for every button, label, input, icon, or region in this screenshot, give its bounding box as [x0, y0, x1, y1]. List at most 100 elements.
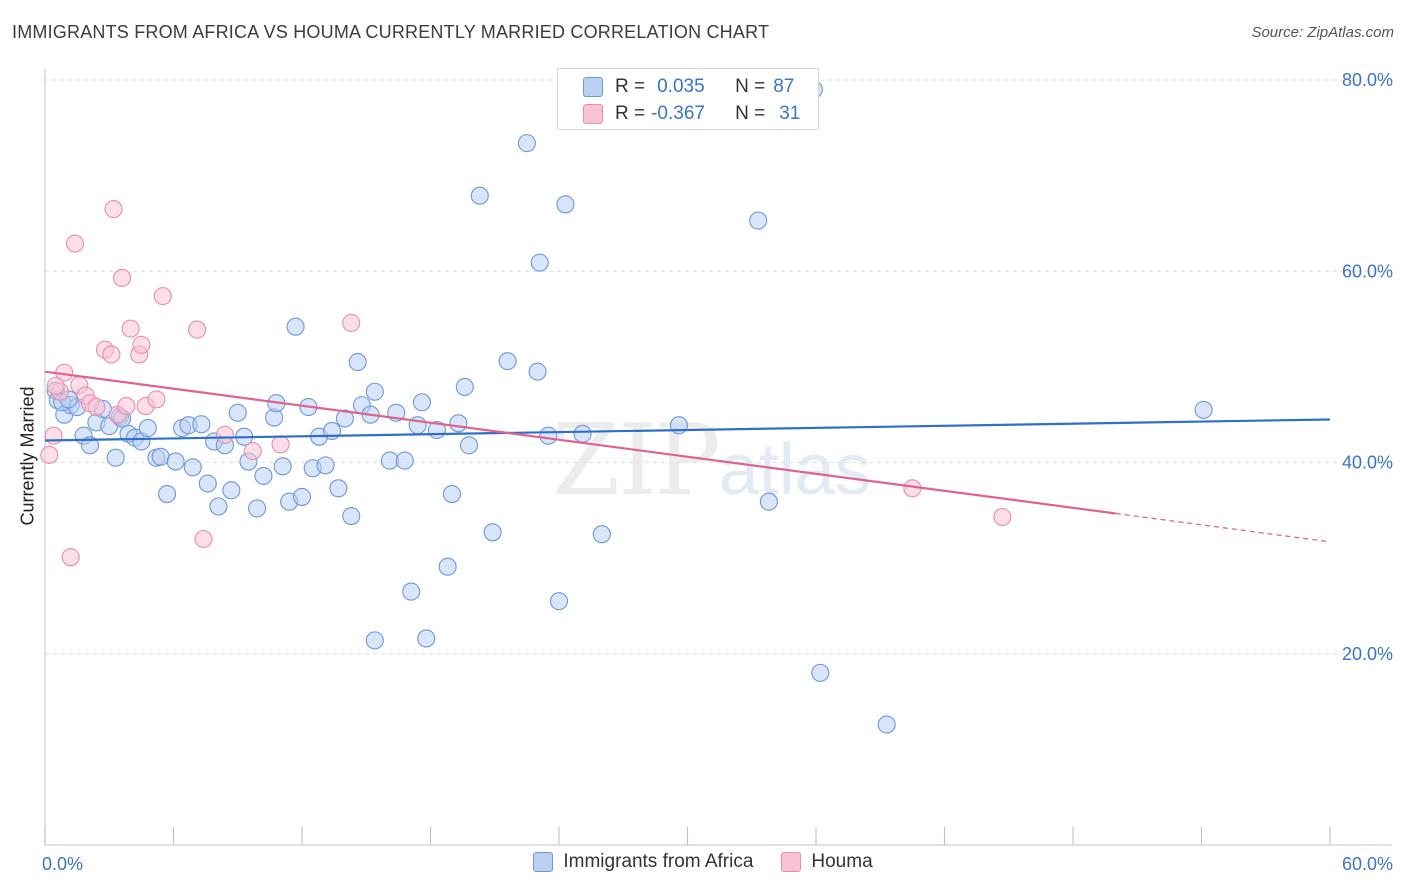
africa-point — [247, 499, 267, 518]
houma-point — [132, 335, 151, 354]
africa-point — [402, 582, 421, 601]
legend-swatch-blue — [583, 77, 603, 97]
y-tick-label: 60.0% — [1342, 261, 1393, 281]
africa-point — [483, 523, 502, 542]
africa-point — [192, 415, 211, 434]
africa-trend-line — [44, 418, 1331, 442]
houma-trend-extension — [1115, 512, 1331, 543]
africa-point — [316, 456, 335, 475]
legend-label-houma: Houma — [811, 851, 873, 872]
africa-point — [1194, 400, 1213, 419]
africa-point — [877, 715, 896, 734]
legend-r-label: R = — [615, 103, 646, 124]
africa-point — [342, 506, 361, 526]
watermark: ZIPatlas — [552, 404, 871, 518]
houma-point — [46, 376, 65, 396]
africa-point — [209, 497, 228, 516]
africa-point — [198, 474, 217, 493]
africa-point — [530, 253, 549, 272]
houma-point — [117, 397, 136, 416]
africa-point — [80, 436, 100, 455]
houma-point — [65, 234, 85, 253]
watermark-zip: ZIP — [552, 404, 721, 518]
x-tick-label: 60.0% — [1342, 854, 1393, 874]
africa-point — [158, 485, 177, 504]
africa-point — [759, 492, 778, 511]
africa-point — [459, 436, 479, 455]
africa-point — [449, 414, 468, 433]
houma-point — [271, 435, 290, 454]
africa-point — [573, 424, 592, 443]
legend-swatch-pink — [781, 852, 802, 872]
grid-lines — [45, 79, 1392, 655]
houma-point — [194, 529, 213, 549]
legend-r-label: R = — [615, 76, 646, 97]
africa-point — [412, 393, 431, 412]
houma-point — [40, 445, 59, 464]
legend-row-africa: R = 0.035 N = 87 — [558, 73, 794, 101]
africa-point — [365, 382, 384, 401]
legend-item-africa: Immigrants from Africa — [533, 851, 753, 873]
houma-point — [153, 287, 172, 306]
houma-point — [243, 441, 262, 461]
africa-point — [335, 409, 354, 428]
africa-point — [556, 195, 575, 214]
houma-trend-line — [44, 370, 1116, 515]
houma-point — [188, 320, 207, 339]
africa-point — [273, 457, 292, 476]
legend-label-africa: Immigrants from Africa — [563, 851, 754, 872]
series-immigrants-from-africa — [46, 80, 1213, 734]
africa-point — [151, 447, 170, 466]
houma-point — [993, 507, 1012, 527]
africa-point — [811, 663, 830, 682]
trend-lines — [44, 370, 1331, 543]
africa-point — [528, 362, 547, 381]
africa-point — [138, 419, 157, 438]
houma-point — [342, 313, 361, 332]
africa-point — [292, 487, 312, 506]
africa-point — [749, 211, 768, 230]
africa-point — [166, 452, 185, 471]
houma-point — [44, 426, 63, 445]
y-tick-label: 80.0% — [1342, 70, 1393, 90]
legend-n-label: N = — [735, 103, 766, 124]
legend-swatch-pink — [583, 104, 603, 124]
legend-n-value: 31 — [779, 103, 801, 124]
africa-point — [592, 525, 611, 544]
houma-point — [147, 390, 166, 409]
africa-point — [228, 403, 247, 422]
houma-point — [113, 268, 132, 287]
africa-point — [348, 353, 367, 372]
africa-point — [438, 557, 457, 576]
africa-point — [222, 481, 241, 500]
africa-point — [442, 485, 461, 504]
source-label: Source: ZipAtlas.com — [1251, 24, 1394, 41]
chart-title: IMMIGRANTS FROM AFRICA VS HOUMA CURRENTL… — [12, 22, 770, 42]
legend-n-value: 87 — [773, 76, 795, 97]
legend-r-value: 0.035 — [657, 76, 705, 97]
africa-point — [417, 629, 436, 648]
africa-point — [183, 458, 202, 477]
houma-point — [102, 345, 121, 364]
africa-point — [549, 592, 569, 611]
legend-swatch-blue — [533, 852, 554, 872]
africa-point — [517, 134, 536, 153]
africa-point — [455, 377, 474, 397]
houma-point — [215, 425, 234, 444]
x-tick-label: 0.0% — [42, 854, 83, 874]
legend-n-label: N = — [735, 76, 766, 97]
legend-row-houma: R = -0.367 N = 31 — [558, 100, 800, 128]
series-houma — [40, 200, 1012, 567]
houma-point — [121, 319, 140, 338]
africa-point — [395, 451, 414, 470]
y-tick-label: 40.0% — [1342, 453, 1393, 473]
legend-r-value: -0.367 — [651, 103, 705, 124]
legend-item-houma: Houma — [781, 851, 873, 873]
africa-point — [286, 317, 305, 336]
correlation-legend: R = 0.035 N = 87 R = -0.367 N = 31 — [557, 68, 819, 130]
bottom-legend: Immigrants from Africa Houma — [0, 851, 1406, 873]
africa-point — [106, 448, 125, 467]
houma-point — [61, 548, 80, 567]
houma-point — [87, 397, 106, 417]
africa-point — [254, 466, 273, 485]
